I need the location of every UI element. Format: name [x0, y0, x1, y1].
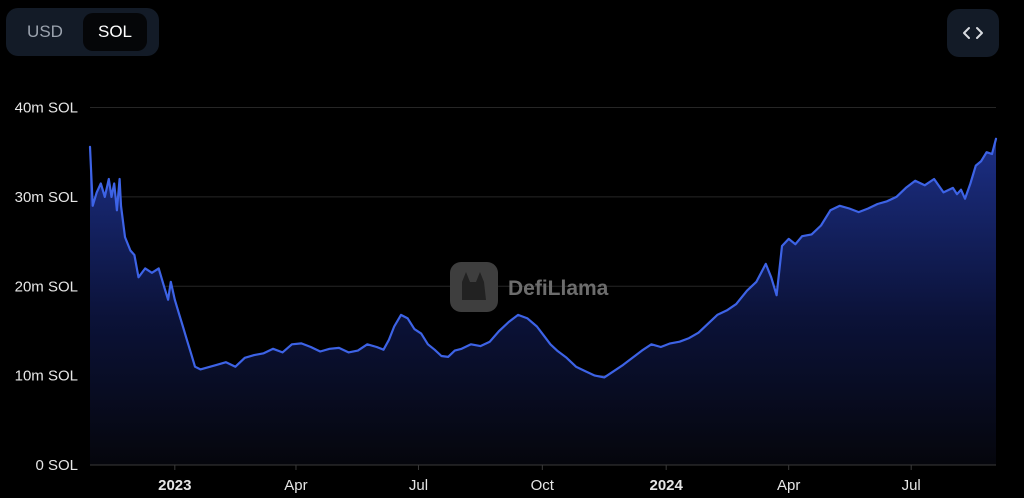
sol-toggle-button[interactable]: SOL	[83, 13, 147, 51]
series-line	[88, 137, 998, 379]
x-tick-label: 2024	[649, 477, 683, 494]
y-tick-label: 20m SOL	[15, 278, 78, 295]
x-axis-labels: 2023 Apr Jul Oct 2024 Apr Jul	[158, 465, 921, 494]
y-tick-label: 30m SOL	[15, 189, 78, 206]
series-line-layer	[88, 137, 998, 379]
defillama-watermark: DefiLlama	[450, 262, 609, 312]
area-fill-layer	[90, 138, 996, 466]
x-tick-label: Jul	[902, 477, 921, 494]
usd-toggle-button[interactable]: USD	[27, 22, 63, 41]
watermark-text: DefiLlama	[508, 277, 609, 300]
x-tick-label: 2023	[158, 477, 191, 494]
series-area-fill	[90, 138, 996, 466]
x-tick-label: Oct	[531, 477, 555, 494]
x-tick-label: Apr	[777, 477, 800, 494]
y-axis-labels: 0 SOL 10m SOL 20m SOL 30m SOL 40m SOL	[15, 100, 78, 475]
y-tick-label: 40m SOL	[15, 100, 78, 117]
currency-toggle: USD SOL	[6, 8, 159, 56]
llama-head-shape	[462, 272, 486, 300]
x-tick-label: Apr	[284, 477, 307, 494]
x-tick-label: Jul	[409, 477, 428, 494]
y-tick-label: 0 SOL	[35, 457, 78, 474]
y-tick-label: 10m SOL	[15, 368, 78, 385]
embed-code-button[interactable]	[947, 9, 999, 57]
code-brackets-icon	[963, 27, 983, 39]
